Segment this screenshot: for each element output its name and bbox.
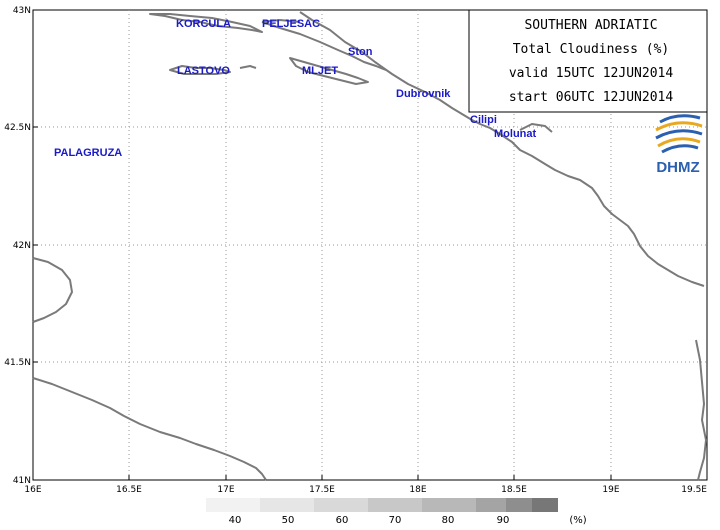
lat-label-41-5n: 41.5N <box>4 358 31 368</box>
scale-label-40: 40 <box>229 515 242 526</box>
title-start-time: start 06UTC 12JUN2014 <box>509 90 674 105</box>
scale-swatch <box>368 498 422 512</box>
scale-swatch <box>532 498 558 512</box>
scale-label-60: 60 <box>336 515 349 526</box>
scale-swatch <box>506 498 532 512</box>
scale-unit: (%) <box>569 515 586 526</box>
mainland-coastline <box>299 11 705 287</box>
place-korcula: KORCULA <box>176 18 231 30</box>
mljet-coastline <box>289 57 369 85</box>
title-box <box>468 9 708 113</box>
scale-swatch <box>260 498 314 512</box>
scale-swatch <box>476 498 506 512</box>
lon-label-16-5e: 16.5E <box>116 485 142 495</box>
scale-label-90: 90 <box>497 515 510 526</box>
place-peljesac: PELJESAC <box>262 18 320 30</box>
scale-label-50: 50 <box>282 515 295 526</box>
axis-ticks <box>33 9 612 480</box>
lastovo-coastline <box>169 65 231 75</box>
place-cilipi: Cilipi <box>470 114 497 126</box>
place-dubrovnik: Dubrovnik <box>396 88 451 100</box>
title-region: SOUTHERN ADRIATIC <box>524 18 657 33</box>
lat-label-43n: 43N <box>13 6 31 16</box>
coastlines <box>32 11 707 481</box>
lat-label-42-5n: 42.5N <box>4 123 31 133</box>
lat-label-41n: 41N <box>13 476 31 486</box>
italy-north-coastline <box>32 257 73 323</box>
balkan-south-coastline <box>695 339 707 481</box>
islet-coastline <box>239 65 257 69</box>
scale-label-80: 80 <box>442 515 455 526</box>
title-valid-time: valid 15UTC 12JUN2014 <box>509 66 674 81</box>
color-scale <box>206 498 558 512</box>
scale-swatch <box>422 498 476 512</box>
lon-label-17e: 17E <box>217 485 234 495</box>
lon-label-16e: 16E <box>24 485 41 495</box>
place-mljet: MLJET <box>302 65 338 77</box>
lon-label-19-5e: 19.5E <box>681 485 707 495</box>
italy-south-coastline <box>32 377 267 481</box>
scale-swatch <box>314 498 368 512</box>
place-ston: Ston <box>348 46 373 58</box>
place-molunat: Molunat <box>494 128 536 140</box>
korcula-coastline <box>149 13 263 33</box>
title-variable: Total Cloudiness (%) <box>513 42 670 57</box>
lat-label-42n: 42N <box>13 241 31 251</box>
place-lastovo: LASTOVO <box>177 65 230 77</box>
grid-lines <box>33 10 707 480</box>
dhmz-logo-icon <box>655 114 703 154</box>
lon-label-18-5e: 18.5E <box>501 485 527 495</box>
logo-label: DHMZ <box>656 159 699 176</box>
lon-label-18e: 18E <box>409 485 426 495</box>
peljesac-coastline <box>261 19 387 71</box>
place-palagruza: PALAGRUZA <box>54 147 122 159</box>
scale-label-70: 70 <box>389 515 402 526</box>
lon-label-19e: 19E <box>602 485 619 495</box>
lon-label-17-5e: 17.5E <box>309 485 335 495</box>
scale-swatch <box>206 498 260 512</box>
